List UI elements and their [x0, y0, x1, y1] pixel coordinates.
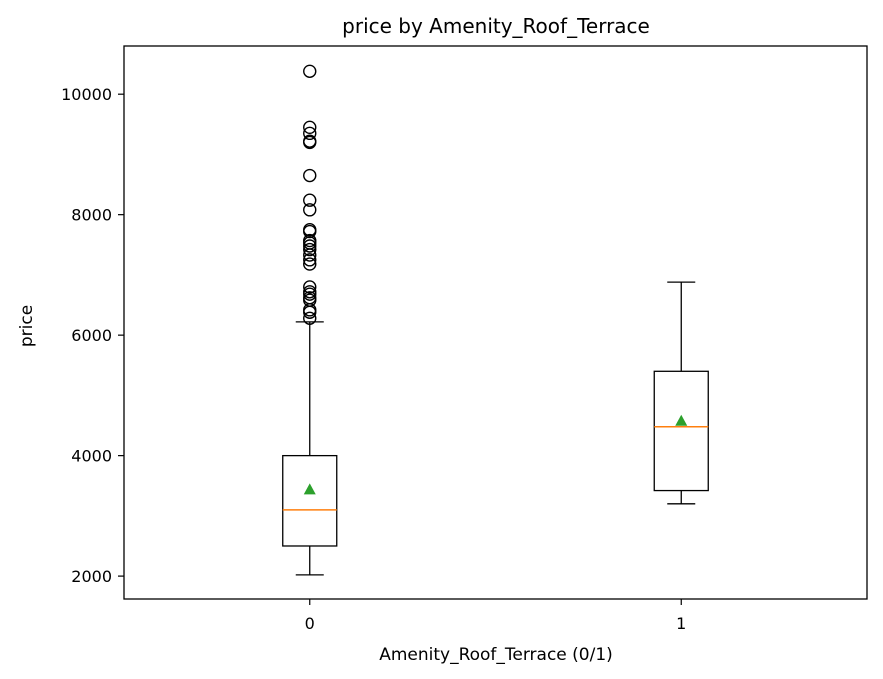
outlier-point	[303, 134, 317, 148]
outlier-point	[303, 126, 317, 141]
outlier-point	[303, 311, 317, 325]
outlier-point	[303, 120, 317, 135]
iqr-box	[282, 454, 338, 547]
outlier-point	[303, 203, 317, 217]
mean-marker	[303, 483, 316, 495]
outlier-point	[303, 253, 317, 267]
outlier-point	[303, 223, 317, 237]
y-tick-label: 4000	[71, 447, 112, 466]
outlier-point	[303, 239, 317, 253]
outlier-point	[303, 168, 317, 183]
mean-marker	[675, 414, 688, 426]
x-tick-label: 1	[676, 614, 686, 633]
y-tick-label: 2000	[71, 567, 112, 586]
y-tick-label: 10000	[61, 85, 112, 104]
y-axis-label: price	[17, 305, 37, 347]
outlier-point	[303, 233, 317, 248]
chart-title: price by Amenity_Roof_Terrace	[342, 14, 650, 38]
y-tick-label: 6000	[71, 326, 112, 345]
outlier-point	[303, 291, 317, 305]
plot-marks	[282, 64, 709, 576]
iqr-box	[653, 370, 709, 492]
x-tick-label: 0	[305, 614, 315, 633]
outlier-point	[303, 257, 317, 271]
outlier-point	[303, 280, 317, 294]
outlier-point	[303, 193, 317, 207]
axes: 2000 4000 6000 8000 10000 0 1	[61, 85, 686, 633]
outlier-point	[303, 64, 317, 79]
x-axis-label: Amenity_Roof_Terrace (0/1)	[379, 645, 613, 665]
y-tick-label: 8000	[71, 206, 112, 225]
outlier-point	[303, 242, 317, 257]
box-group-1	[653, 281, 709, 505]
plot-frame	[123, 45, 868, 600]
box-group-0	[282, 64, 338, 576]
outlier-point	[303, 285, 317, 299]
